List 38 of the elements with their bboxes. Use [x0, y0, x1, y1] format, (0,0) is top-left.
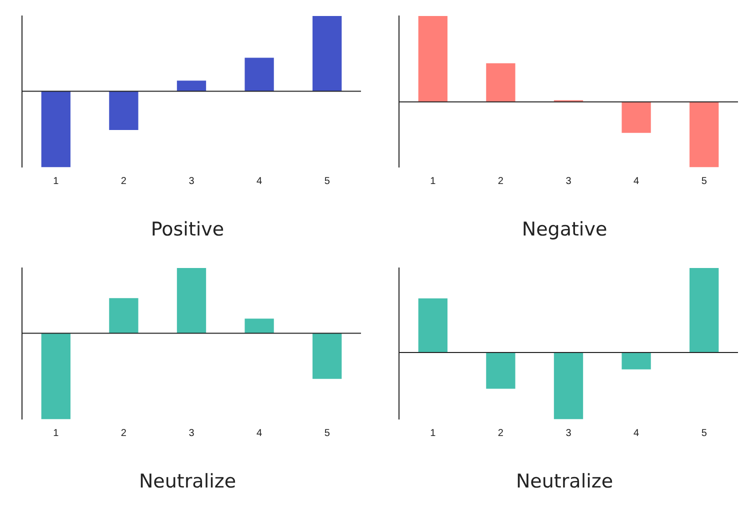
x-tick-label: 4: [256, 176, 263, 187]
x-tick-label: 2: [120, 428, 127, 439]
x-tick-label: 5: [324, 428, 330, 439]
x-tick-label: 1: [430, 428, 436, 439]
bar: [418, 16, 448, 102]
bar: [622, 102, 651, 133]
bar: [244, 318, 274, 334]
x-tick-label: 3: [188, 176, 195, 187]
bar: [176, 80, 206, 92]
bar: [109, 91, 138, 130]
bar: [41, 333, 70, 420]
x-tick-label: 5: [701, 428, 708, 439]
x-axis-title: Neutralize: [516, 470, 614, 493]
x-tick-label: 4: [634, 428, 640, 439]
bar: [690, 102, 719, 168]
bar: [109, 298, 138, 334]
bar: [176, 268, 206, 334]
x-tick-label: 4: [634, 176, 640, 187]
bar: [486, 63, 516, 102]
x-tick-label: 5: [324, 176, 330, 187]
x-tick-label: 1: [53, 176, 60, 187]
x-tick-label: 2: [120, 176, 127, 187]
x-tick-label: 5: [701, 176, 708, 187]
x-tick-label: 2: [498, 176, 504, 187]
x-tick-label: 1: [430, 176, 436, 187]
x-tick-label: 3: [188, 428, 195, 439]
x-axis-title: Neutralize: [138, 470, 236, 493]
x-axis-title: Negative: [522, 218, 608, 241]
x-tick-label: 3: [566, 176, 572, 187]
bar: [312, 16, 342, 92]
x-tick-label: 4: [256, 428, 263, 439]
bar: [312, 333, 342, 379]
x-tick-label: 2: [498, 428, 504, 439]
x-axis-title: Positive: [150, 218, 224, 241]
x-tick-label: 1: [53, 428, 60, 439]
x-tick-label: 3: [566, 428, 572, 439]
bar: [41, 91, 70, 168]
bar: [244, 58, 274, 92]
